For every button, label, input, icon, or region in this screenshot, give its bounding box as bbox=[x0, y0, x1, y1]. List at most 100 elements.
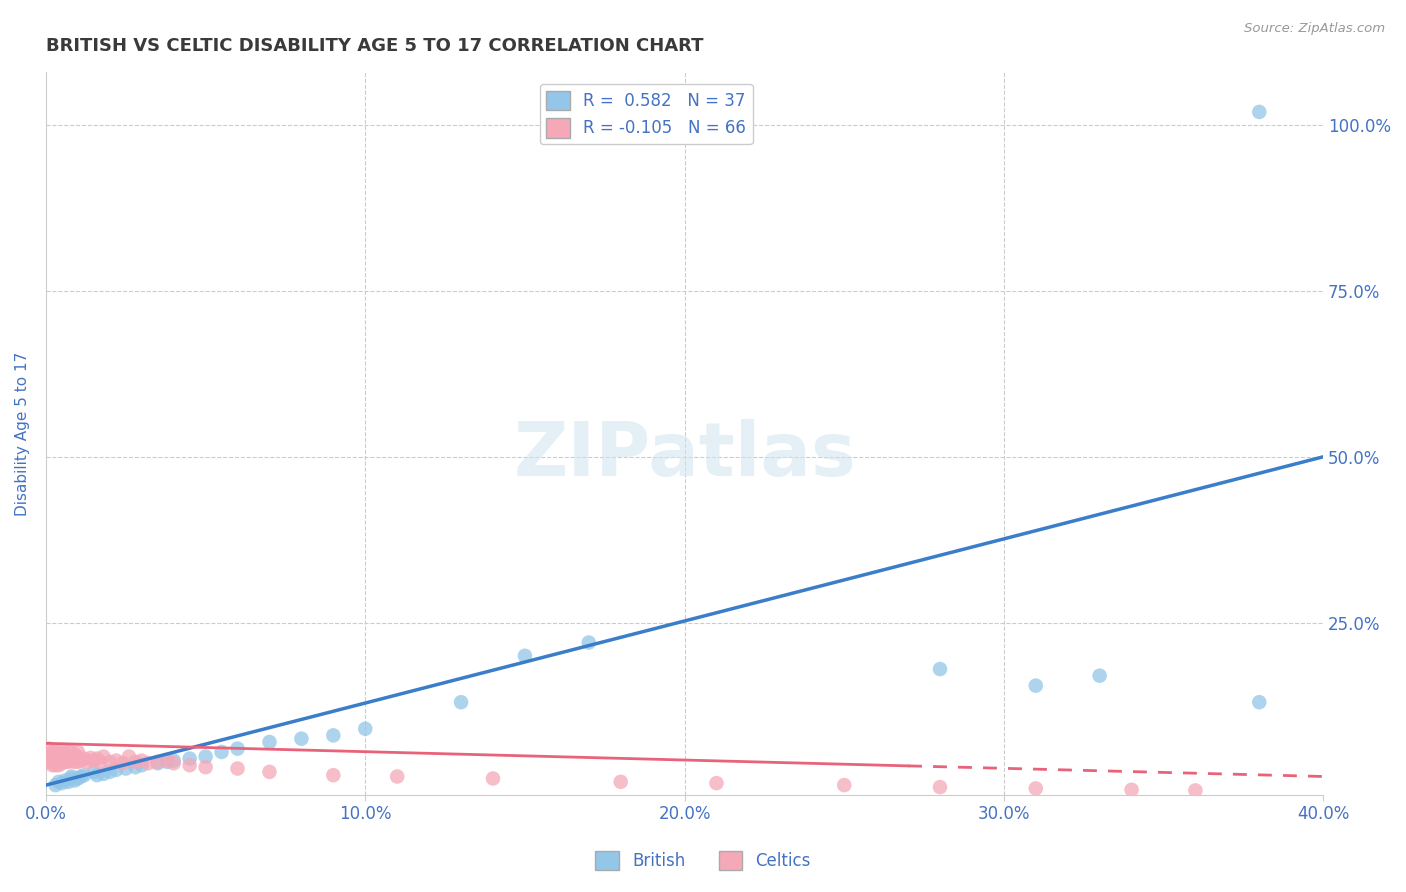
Point bbox=[124, 755, 146, 769]
Point bbox=[60, 770, 83, 784]
Point bbox=[66, 749, 89, 764]
Point bbox=[83, 754, 105, 768]
Point bbox=[86, 751, 108, 765]
Point bbox=[156, 755, 179, 769]
Point bbox=[38, 748, 60, 763]
Point bbox=[929, 780, 952, 794]
Text: BRITISH VS CELTIC DISABILITY AGE 5 TO 17 CORRELATION CHART: BRITISH VS CELTIC DISABILITY AGE 5 TO 17… bbox=[46, 37, 703, 55]
Point bbox=[98, 764, 121, 779]
Point bbox=[79, 751, 101, 765]
Point bbox=[53, 773, 76, 788]
Point bbox=[156, 754, 179, 768]
Point bbox=[131, 754, 153, 768]
Point bbox=[63, 773, 86, 788]
Point bbox=[194, 749, 217, 764]
Point bbox=[45, 751, 67, 765]
Point bbox=[58, 751, 80, 765]
Point bbox=[832, 778, 855, 792]
Point bbox=[48, 755, 70, 769]
Point bbox=[45, 745, 67, 759]
Point bbox=[48, 749, 70, 764]
Point bbox=[38, 751, 60, 765]
Point bbox=[111, 756, 134, 771]
Point bbox=[609, 774, 631, 789]
Point bbox=[60, 745, 83, 759]
Point bbox=[578, 635, 600, 649]
Point bbox=[354, 722, 377, 736]
Point bbox=[58, 745, 80, 759]
Point bbox=[226, 762, 249, 776]
Point bbox=[450, 695, 472, 709]
Point bbox=[146, 755, 169, 769]
Point bbox=[1121, 782, 1143, 797]
Point bbox=[1184, 783, 1206, 797]
Point bbox=[53, 755, 76, 769]
Point bbox=[45, 755, 67, 769]
Point bbox=[38, 755, 60, 769]
Point bbox=[1249, 104, 1271, 119]
Point bbox=[66, 755, 89, 769]
Point bbox=[105, 754, 128, 768]
Point bbox=[45, 758, 67, 772]
Point bbox=[51, 756, 73, 771]
Text: ZIPatlas: ZIPatlas bbox=[513, 418, 856, 491]
Point bbox=[53, 751, 76, 765]
Point bbox=[194, 760, 217, 774]
Point bbox=[38, 741, 60, 756]
Point bbox=[48, 774, 70, 789]
Point bbox=[118, 749, 141, 764]
Point bbox=[41, 755, 63, 769]
Point bbox=[83, 764, 105, 779]
Point bbox=[66, 745, 89, 759]
Point bbox=[163, 754, 186, 768]
Point bbox=[63, 748, 86, 763]
Point bbox=[211, 745, 233, 759]
Point bbox=[60, 754, 83, 768]
Point bbox=[58, 774, 80, 789]
Point bbox=[163, 756, 186, 771]
Point bbox=[93, 749, 115, 764]
Point bbox=[45, 778, 67, 792]
Point bbox=[60, 749, 83, 764]
Point bbox=[226, 741, 249, 756]
Point bbox=[259, 735, 281, 749]
Legend: R =  0.582   N = 37, R = -0.105   N = 66: R = 0.582 N = 37, R = -0.105 N = 66 bbox=[540, 84, 752, 145]
Point bbox=[1088, 668, 1111, 682]
Point bbox=[513, 648, 536, 663]
Point bbox=[385, 770, 408, 784]
Point bbox=[51, 749, 73, 764]
Point bbox=[51, 743, 73, 757]
Point bbox=[70, 770, 93, 784]
Point bbox=[48, 745, 70, 759]
Point bbox=[41, 748, 63, 763]
Point bbox=[48, 758, 70, 772]
Point bbox=[51, 776, 73, 790]
Point bbox=[41, 745, 63, 759]
Point bbox=[89, 755, 111, 769]
Point bbox=[63, 755, 86, 769]
Point bbox=[53, 747, 76, 761]
Point bbox=[482, 772, 505, 786]
Point bbox=[66, 772, 89, 786]
Point bbox=[1025, 679, 1047, 693]
Point bbox=[259, 764, 281, 779]
Point bbox=[86, 768, 108, 782]
Point bbox=[93, 767, 115, 781]
Point bbox=[929, 662, 952, 676]
Point bbox=[114, 762, 136, 776]
Text: Source: ZipAtlas.com: Source: ZipAtlas.com bbox=[1244, 22, 1385, 36]
Point bbox=[179, 758, 201, 772]
Legend: British, Celtics: British, Celtics bbox=[589, 844, 817, 877]
Point bbox=[41, 758, 63, 772]
Point bbox=[70, 754, 93, 768]
Point bbox=[124, 760, 146, 774]
Point bbox=[58, 755, 80, 769]
Point bbox=[73, 751, 96, 765]
Point bbox=[73, 768, 96, 782]
Point bbox=[51, 754, 73, 768]
Point bbox=[76, 755, 98, 769]
Point bbox=[98, 755, 121, 769]
Point bbox=[179, 751, 201, 765]
Point bbox=[322, 768, 344, 782]
Point bbox=[146, 756, 169, 771]
